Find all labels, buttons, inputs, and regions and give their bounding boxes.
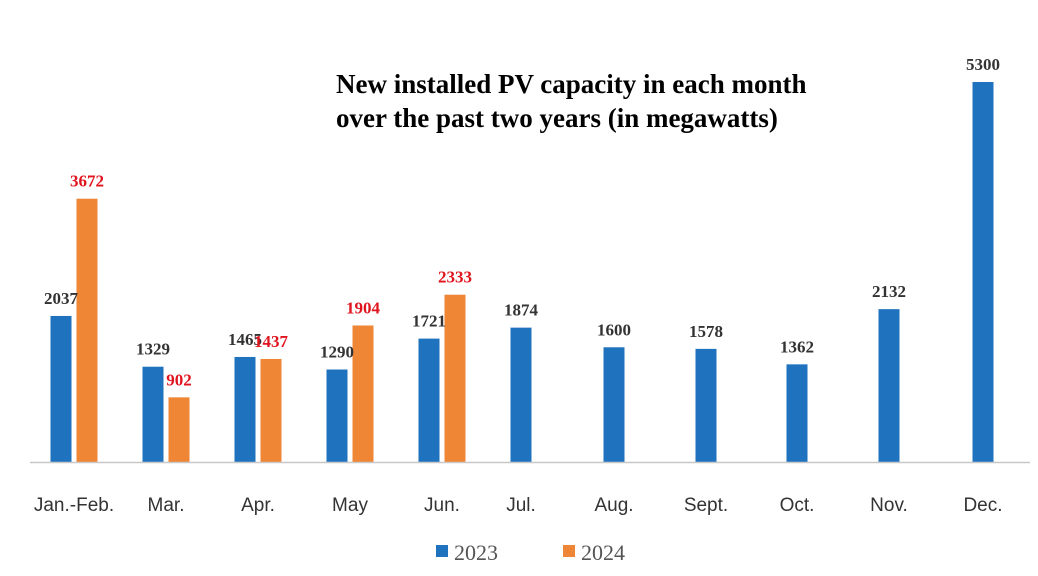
bar-2023-6 <box>603 347 625 462</box>
chart-title-line-2: over the past two years (in megawatts) <box>336 103 778 133</box>
data-label-2023-2: 1465 <box>228 330 262 349</box>
x-tick-label-4: Jun. <box>424 495 460 516</box>
bar-2023-0 <box>50 315 72 462</box>
bar-2024-0 <box>76 198 98 462</box>
x-tick-label-9: Nov. <box>870 495 908 516</box>
legend-item-2024-label: 2024 <box>581 540 625 565</box>
x-tick-label-7: Sept. <box>684 495 728 516</box>
bar-2023-2 <box>234 356 256 462</box>
x-tick-label-10: Dec. <box>963 495 1002 516</box>
data-label-2024-4: 2333 <box>438 268 472 287</box>
legend: 2023 2024 <box>436 540 625 565</box>
bar-2024-1 <box>168 397 190 462</box>
data-label-2023-10: 5300 <box>966 55 1000 74</box>
data-label-2023-7: 1578 <box>689 322 723 341</box>
data-label-2024-1: 902 <box>166 370 192 389</box>
legend-item-2023-label: 2023 <box>454 540 498 565</box>
chart-title-line-1: New installed PV capacity in each month <box>336 69 807 99</box>
x-tick-label-3: May <box>332 495 368 516</box>
data-label-2023-6: 1600 <box>597 320 631 339</box>
bar-2023-3 <box>326 369 348 462</box>
x-tick-label-6: Aug. <box>594 495 633 516</box>
bars-layer <box>50 82 994 462</box>
x-tick-label-8: Oct. <box>780 495 815 516</box>
bar-2024-4 <box>444 294 466 462</box>
legend-item-2023-swatch <box>436 545 448 557</box>
data-label-2023-0: 2037 <box>44 289 79 308</box>
data-label-2023-4: 1721 <box>412 312 446 331</box>
x-tick-label-2: Apr. <box>241 495 275 516</box>
data-label-2024-3: 1904 <box>346 298 381 317</box>
data-label-2023-9: 2132 <box>872 282 906 301</box>
bar-2023-5 <box>510 327 532 462</box>
x-tick-label-0: Jan.-Feb. <box>34 495 114 516</box>
bar-2023-8 <box>786 364 808 462</box>
x-tick-labels: Jan.-Feb. Mar. Apr. May Jun. Jul. Aug. Sept. Oct… <box>34 495 1003 516</box>
legend-item-2024-swatch <box>563 545 575 557</box>
bar-2024-2 <box>260 358 282 462</box>
x-tick-label-1: Mar. <box>148 495 185 516</box>
data-label-2024-0: 3672 <box>70 172 104 191</box>
x-tick-label-5: Jul. <box>506 495 536 516</box>
data-label-2023-1: 1329 <box>136 340 170 359</box>
bar-2023-9 <box>878 309 900 462</box>
bar-2023-7 <box>695 348 717 462</box>
bar-2023-10 <box>972 82 994 462</box>
data-label-2023-5: 1874 <box>504 301 539 320</box>
data-label-2023-8: 1362 <box>780 337 814 356</box>
bar-2023-4 <box>418 338 440 462</box>
bar-2023-1 <box>142 366 164 462</box>
data-label-2023-3: 1290 <box>320 343 354 362</box>
data-label-2024-2: 1437 <box>254 332 289 351</box>
bar-2024-3 <box>352 325 374 462</box>
